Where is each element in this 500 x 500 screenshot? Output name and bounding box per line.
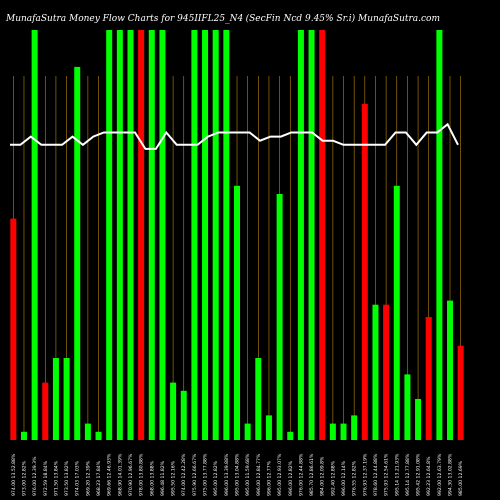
bar (202, 30, 209, 440)
x-tick-label: 975.00 13.77.88% (203, 453, 209, 496)
bar (31, 30, 38, 440)
x-tick-label: 992.40 12.88% (330, 460, 336, 496)
bar (20, 431, 27, 440)
x-tick-label: 985.00 12.69% (458, 460, 464, 496)
x-tick-label: 995.14 13.21.93% (394, 453, 400, 496)
bar (127, 30, 134, 440)
x-tick-label: 995.00 12.93.07% (277, 453, 283, 496)
x-tick-label: 968.23 17.84% (96, 460, 102, 496)
bar (255, 358, 262, 440)
bar (95, 431, 102, 440)
x-tick-label: 995.00 13.04.88% (235, 453, 241, 496)
x-tick-label: 996.00 12.82% (288, 460, 294, 496)
x-tick-label: 976.00 12.44.88% (298, 453, 304, 496)
bar (340, 423, 347, 440)
bar (436, 30, 443, 440)
bar (351, 415, 358, 440)
x-tick-label: 985.70 12.86.61% (309, 453, 315, 496)
bar (159, 30, 166, 440)
chart-title-left: MunafaSutra Money Flow Charts for 945IIF… (5, 14, 243, 24)
bar (148, 30, 155, 440)
bar (425, 317, 432, 440)
x-tick-labels: 974.00 13.52.88% 973.00 12.82% 976.00 12.3… (11, 453, 464, 496)
bar (297, 30, 304, 440)
bar (223, 30, 230, 440)
x-tick-label: 995.14 12.77.88% (405, 453, 411, 496)
x-tick-label: 971.50 13.84% (53, 460, 59, 496)
bar (138, 30, 145, 440)
bar (180, 390, 187, 440)
x-tick-label: 969.20 12.39% (85, 460, 91, 496)
x-tick-label: 995.00 12.82% (213, 460, 219, 496)
bar (393, 185, 400, 440)
x-tick-label: 994.30 13.02.88% (448, 453, 454, 496)
x-tick-label: 976.93 12.37.19% (362, 453, 368, 496)
x-tick-label: 974.03 17.03% (75, 460, 81, 496)
x-tick-label: 984.00 12.09.8% (320, 456, 326, 496)
bar (447, 300, 454, 440)
x-tick-label: 969.66 12.46.93% (107, 453, 113, 496)
bar (361, 103, 368, 441)
bar (319, 30, 326, 440)
bar (84, 423, 91, 440)
bar (10, 218, 17, 440)
bar (383, 304, 390, 440)
bar (404, 374, 411, 440)
x-tick-label: 978.00 13.80.88% (139, 453, 145, 496)
bar (74, 66, 81, 441)
bar (372, 304, 379, 440)
x-tick-label: 968.90 14.01.39% (117, 453, 123, 496)
bar (42, 382, 49, 440)
x-tick-label: 973.50 13.82% (64, 460, 70, 496)
money-flow-bars (10, 30, 464, 441)
x-tick-label: 976.00 12.39.3% (32, 456, 38, 496)
x-tick-label: 972.59 18.84% (43, 460, 49, 496)
chart-title-right: (SecFin Ncd 9.45% Sr.i) MunafaSutra.com (246, 13, 440, 24)
bar (457, 345, 464, 440)
x-tick-label: 974.00 13.52.88% (11, 453, 17, 496)
x-tick-label: 992.23 12.64.8% (426, 456, 432, 496)
bar (415, 399, 422, 440)
bar (191, 30, 198, 440)
bar (308, 30, 315, 440)
x-tick-label: 974.00 12.42.28% (181, 453, 187, 496)
price-trend-line (10, 122, 459, 150)
x-tick-label: 975.90 12.66.67% (192, 453, 198, 496)
bar (116, 30, 123, 440)
bar (106, 30, 113, 440)
x-tick-label: 975.93 12.54.61% (384, 453, 390, 496)
x-tick-label: 996.48 11.82% (160, 460, 166, 496)
x-tick-label: 995.42 12.91.08% (416, 453, 422, 496)
x-tick-label: 996.00 12.84.77% (256, 453, 262, 496)
bar (52, 358, 59, 440)
bar (170, 382, 177, 440)
x-tick-label: 996.00 13.39.88% (224, 453, 230, 496)
x-tick-label: 973.00 12.82% (21, 460, 27, 496)
bar (276, 194, 283, 440)
x-tick-label: 976.55 12.82% (352, 460, 358, 496)
bar (212, 30, 219, 440)
x-tick-label: 995.00 11.59.68% (245, 453, 251, 496)
bar (287, 431, 294, 440)
x-tick-label: 996.00 12.77% (266, 460, 272, 496)
x-tick-label: 970.90 12.96.67% (128, 453, 134, 496)
bar (265, 415, 272, 440)
bar (244, 423, 251, 440)
bar (63, 358, 70, 440)
x-tick-label: 968.00 13.88% (149, 460, 155, 496)
x-tick-label: 995.50 12.16% (171, 460, 177, 496)
x-tick-label: 996.00 12.14% (341, 460, 347, 496)
bar (234, 185, 240, 440)
x-tick-label: 978.60 12.44.88% (373, 453, 379, 496)
bar (329, 423, 336, 440)
x-tick-label: 992.00 12.63.79% (437, 453, 443, 496)
